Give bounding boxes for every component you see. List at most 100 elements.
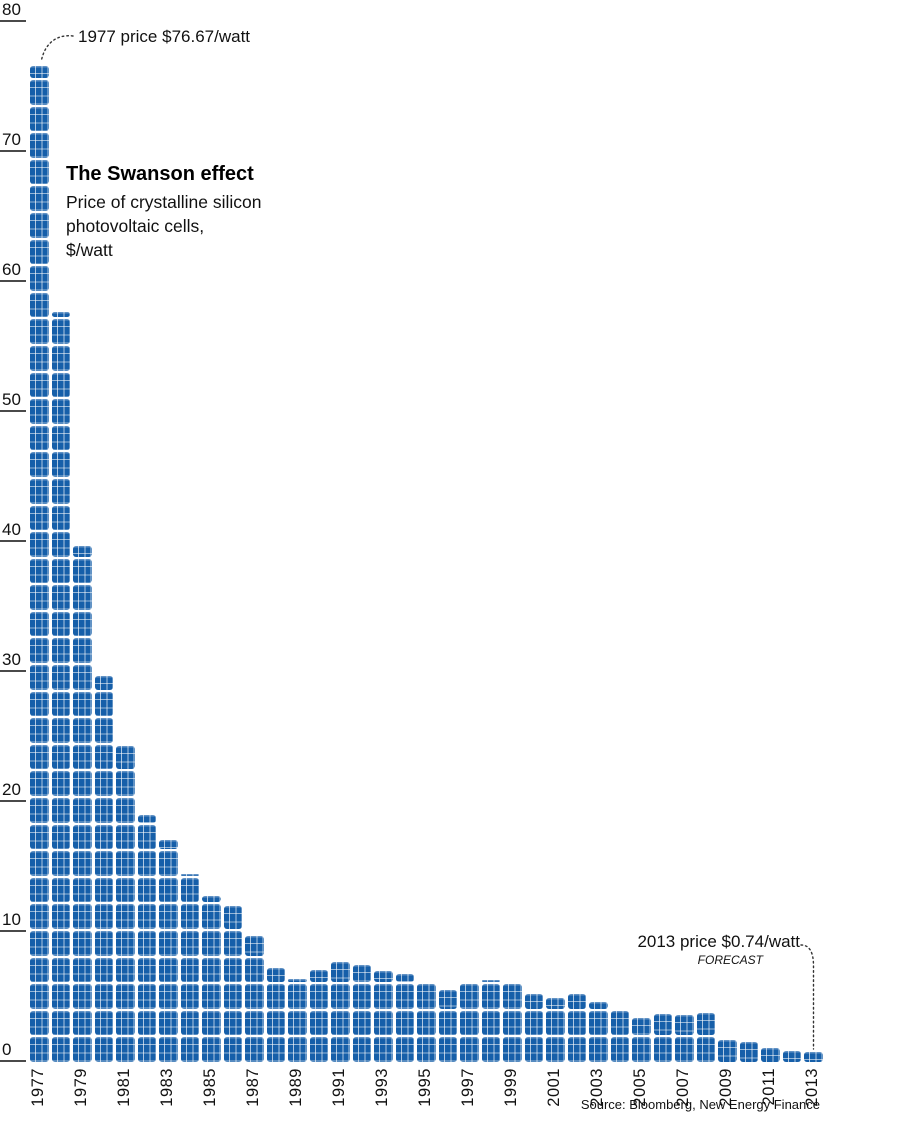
- x-tick-label-1977: 1977: [29, 1068, 48, 1107]
- solar-panel-segment: [73, 824, 92, 850]
- solar-panel-segment: [116, 931, 135, 956]
- solar-panel-segment: [51, 638, 70, 664]
- bar-1985: [202, 895, 221, 1062]
- solar-panel-segment: [73, 546, 92, 557]
- solar-panel-segment: [73, 771, 92, 797]
- solar-panel-segment: [675, 1037, 694, 1062]
- solar-panel-segment: [73, 718, 92, 743]
- solar-panel-segment: [116, 824, 135, 850]
- y-tick-line-40: [0, 539, 26, 542]
- solar-panel-segment: [202, 957, 221, 983]
- solar-panel-segment: [51, 798, 70, 823]
- solar-panel-segment: [288, 1010, 307, 1036]
- solar-panel-segment: [395, 1010, 414, 1036]
- solar-panel-segment: [51, 505, 70, 531]
- solar-panel-segment: [30, 957, 49, 983]
- solar-panel-segment: [503, 984, 522, 1009]
- solar-panel-segment: [288, 1037, 307, 1062]
- solar-panel-segment: [438, 1010, 457, 1036]
- solar-panel-segment: [30, 665, 49, 690]
- solar-panel-segment: [30, 1037, 49, 1062]
- solar-panel-segment: [180, 1010, 199, 1036]
- x-tick-label-1991: 1991: [330, 1068, 349, 1107]
- solar-panel-segment: [94, 931, 113, 956]
- solar-panel-segment: [73, 665, 92, 690]
- solar-panel-segment: [94, 877, 113, 903]
- solar-panel-segment: [352, 965, 371, 983]
- bar-1986: [223, 906, 242, 1062]
- x-tick-label-1999: 1999: [502, 1068, 521, 1107]
- solar-panel-segment: [51, 744, 70, 770]
- bar-1987: [245, 935, 264, 1062]
- solar-panel-segment: [309, 1010, 328, 1036]
- solar-panel-segment: [73, 638, 92, 664]
- bar-1984: [180, 873, 199, 1062]
- solar-panel-segment: [116, 957, 135, 983]
- solar-panel-segment: [761, 1047, 780, 1062]
- solar-panel-segment: [438, 1037, 457, 1062]
- bar-2012: [782, 1050, 801, 1062]
- solar-panel-segment: [675, 1015, 694, 1036]
- solar-panel-segment: [632, 1037, 651, 1062]
- bar-2011: [761, 1047, 780, 1062]
- annotation-1977: 1977 price $76.67/watt: [78, 27, 251, 46]
- solar-panel-segment: [159, 904, 178, 930]
- solar-panel-segment: [116, 877, 135, 903]
- solar-panel-segment: [30, 1010, 49, 1036]
- solar-panel-segment: [30, 372, 49, 398]
- solar-panel-segment: [589, 1010, 608, 1036]
- solar-panel-segment: [137, 904, 156, 930]
- solar-panel-segment: [589, 1037, 608, 1062]
- solar-panel-segment: [73, 931, 92, 956]
- solar-panel-segment: [331, 984, 350, 1009]
- solar-panel-segment: [180, 984, 199, 1009]
- solar-panel-segment: [481, 1037, 500, 1062]
- solar-panel-segment: [73, 1010, 92, 1036]
- solar-panel-segment: [94, 1037, 113, 1062]
- solar-panel-segment: [202, 931, 221, 956]
- solar-panel-segment: [30, 691, 49, 717]
- solar-panel-segment: [266, 1037, 285, 1062]
- x-tick-label-1985: 1985: [201, 1068, 220, 1107]
- solar-panel-segment: [30, 877, 49, 903]
- solar-panel-segment: [30, 478, 49, 504]
- solar-panel-segment: [51, 665, 70, 690]
- x-tick-label-2001: 2001: [545, 1068, 564, 1107]
- bar-1991: [331, 961, 350, 1062]
- solar-panel-segment: [460, 984, 479, 1009]
- solar-panel-segment: [696, 1037, 715, 1062]
- solar-panel-segment: [288, 978, 307, 983]
- solar-panel-segment: [51, 611, 70, 637]
- solar-panel-segment: [73, 691, 92, 717]
- solar-panel-segment: [30, 904, 49, 930]
- solar-panel-segment: [137, 851, 156, 876]
- solar-panel-segment: [610, 1010, 629, 1036]
- connector-line-2013: [800, 944, 815, 1050]
- solar-panel-segment: [94, 744, 113, 770]
- solar-panel-segment: [159, 877, 178, 903]
- bar-1992: [352, 965, 371, 1062]
- solar-panel-segment: [116, 746, 135, 770]
- solar-panel-segment: [30, 452, 49, 477]
- solar-panel-segment: [73, 558, 92, 584]
- bar-1989: [288, 978, 307, 1062]
- solar-panel-segment: [30, 159, 49, 185]
- solar-panel-segment: [73, 957, 92, 983]
- solar-panel-segment: [94, 1010, 113, 1036]
- bar-2013: [804, 1052, 823, 1062]
- bar-1999: [503, 981, 522, 1062]
- bar-2002: [567, 994, 586, 1062]
- solar-panel-segment: [116, 984, 135, 1009]
- solar-panel-segment: [51, 1037, 70, 1062]
- solar-panel-segment: [137, 984, 156, 1009]
- solar-panel-segment: [30, 771, 49, 797]
- solar-panel-segment: [30, 80, 49, 105]
- solar-panel-segment: [51, 877, 70, 903]
- bar-1990: [309, 969, 328, 1062]
- x-tick-label-1993: 1993: [373, 1068, 392, 1107]
- solar-panel-segment: [30, 186, 49, 211]
- solar-panel-segment: [73, 904, 92, 930]
- y-tick-label-20: 20: [2, 779, 21, 799]
- solar-panel-segment: [309, 1037, 328, 1062]
- solar-panel-segment: [417, 984, 436, 1009]
